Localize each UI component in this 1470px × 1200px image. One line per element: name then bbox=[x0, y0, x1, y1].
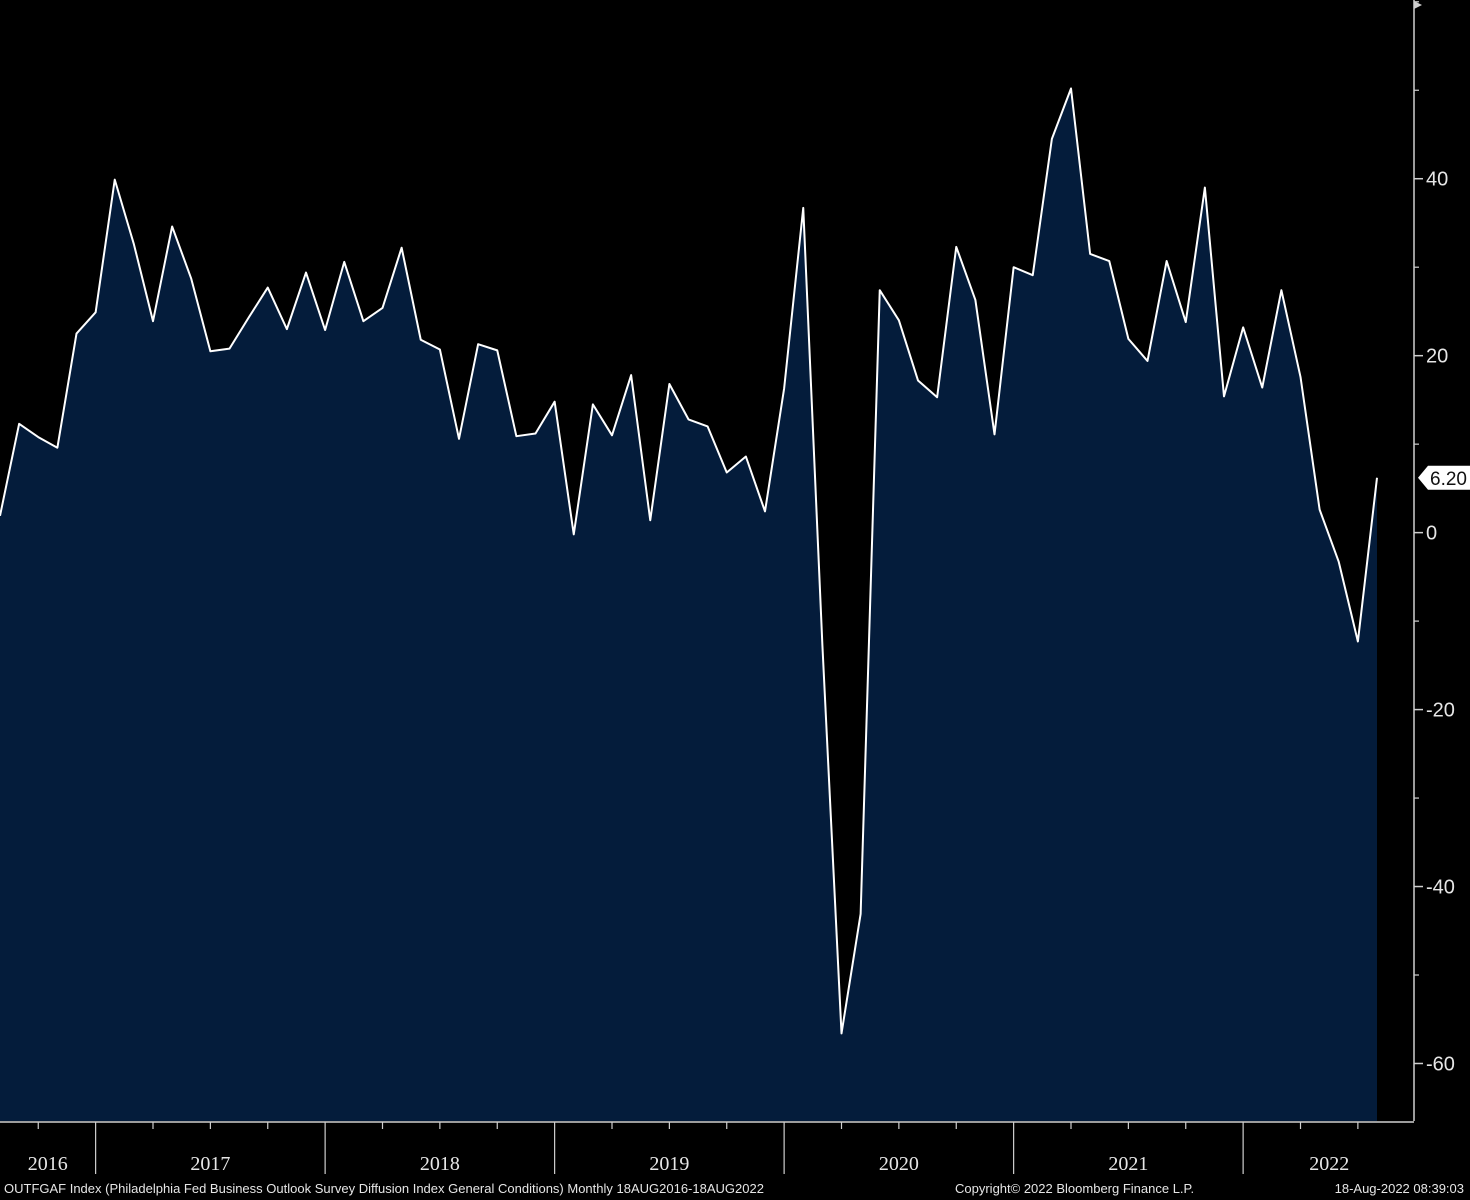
plot-area bbox=[0, 87, 1378, 1122]
data-point bbox=[1357, 640, 1359, 642]
data-point bbox=[1051, 138, 1053, 140]
data-point bbox=[209, 350, 211, 352]
data-point bbox=[1127, 338, 1129, 340]
data-point bbox=[860, 913, 862, 915]
data-point bbox=[1147, 360, 1149, 362]
data-point bbox=[1319, 509, 1321, 511]
series-area bbox=[0, 88, 1377, 1122]
y-tick-label: -20 bbox=[1426, 700, 1455, 722]
data-point bbox=[879, 289, 881, 291]
last-value-label: 6.20 bbox=[1430, 469, 1467, 490]
data-point bbox=[305, 272, 307, 274]
data-point bbox=[1376, 477, 1378, 479]
y-tick-label: 20 bbox=[1426, 346, 1448, 368]
data-point bbox=[1338, 561, 1340, 563]
x-tick-label: 2017 bbox=[190, 1153, 230, 1175]
x-tick-label: 2022 bbox=[1309, 1153, 1349, 1175]
data-point bbox=[688, 418, 690, 420]
data-point bbox=[496, 349, 498, 351]
last-value-marker: 6.20 bbox=[1418, 465, 1470, 490]
x-tick-label: 2018 bbox=[420, 1153, 460, 1175]
data-point bbox=[114, 179, 116, 181]
data-point bbox=[286, 328, 288, 330]
last-value-tag bbox=[1418, 465, 1470, 490]
data-point bbox=[171, 226, 173, 228]
data-point bbox=[535, 433, 537, 435]
data-point bbox=[362, 320, 364, 322]
y-axis: 40 20 0 -20 -40 -60 bbox=[1413, 0, 1455, 1121]
data-point bbox=[1185, 321, 1187, 323]
data-point bbox=[955, 246, 957, 248]
data-point bbox=[917, 379, 919, 381]
data-point bbox=[707, 425, 709, 427]
data-point bbox=[611, 434, 613, 436]
x-tick-label: 2021 bbox=[1108, 1153, 1148, 1175]
data-point bbox=[458, 438, 460, 440]
data-point bbox=[783, 387, 785, 389]
data-point bbox=[382, 307, 384, 309]
footer: OUTFGAF Index (Philadelphia Fed Business… bbox=[0, 1180, 1470, 1200]
y-tick-label: -40 bbox=[1426, 877, 1455, 899]
data-point bbox=[401, 247, 403, 249]
data-point bbox=[974, 299, 976, 301]
x-tick-label: 2020 bbox=[879, 1153, 919, 1175]
data-point bbox=[229, 348, 231, 350]
data-point bbox=[515, 435, 517, 437]
data-point bbox=[1204, 187, 1206, 189]
x-tick-label: 2019 bbox=[649, 1153, 689, 1175]
data-point bbox=[592, 403, 594, 405]
data-point bbox=[267, 287, 269, 289]
data-point bbox=[1032, 274, 1034, 276]
data-point bbox=[1261, 387, 1263, 389]
data-point bbox=[936, 396, 938, 398]
data-point bbox=[37, 436, 39, 438]
data-point bbox=[898, 319, 900, 321]
data-point bbox=[649, 519, 651, 521]
data-point bbox=[343, 261, 345, 263]
data-point bbox=[821, 644, 823, 646]
data-point bbox=[994, 433, 996, 435]
data-point bbox=[573, 533, 575, 535]
data-point bbox=[76, 333, 78, 335]
x-tick-label: 2016 bbox=[28, 1153, 68, 1175]
data-point bbox=[18, 423, 20, 425]
y-tick-label: -60 bbox=[1426, 1053, 1455, 1075]
data-point bbox=[133, 243, 135, 245]
data-point bbox=[745, 456, 747, 458]
data-point bbox=[190, 278, 192, 280]
footer-description: OUTFGAF Index (Philadelphia Fed Business… bbox=[4, 1181, 764, 1196]
data-point bbox=[726, 471, 728, 473]
data-point bbox=[764, 510, 766, 512]
data-point bbox=[1280, 289, 1282, 291]
data-point bbox=[554, 401, 556, 403]
y-tick-label: 0 bbox=[1426, 523, 1437, 545]
data-point bbox=[1070, 87, 1072, 89]
data-point bbox=[1242, 326, 1244, 328]
data-point bbox=[668, 383, 670, 385]
data-point bbox=[56, 447, 58, 449]
footer-copyright: Copyright© 2022 Bloomberg Finance L.P. bbox=[955, 1181, 1195, 1196]
series-line bbox=[0, 87, 1378, 1035]
data-point bbox=[420, 339, 422, 341]
data-point bbox=[324, 329, 326, 331]
data-point bbox=[630, 374, 632, 376]
x-axis: 2016 2017 2018 2019 2020 2021 2022 bbox=[0, 1121, 1414, 1175]
data-point bbox=[439, 348, 441, 350]
data-point bbox=[1013, 266, 1015, 268]
data-point bbox=[1166, 260, 1168, 262]
y-tick-label: 40 bbox=[1426, 169, 1448, 191]
data-point bbox=[248, 317, 250, 319]
data-point bbox=[802, 207, 804, 209]
data-point bbox=[1108, 260, 1110, 262]
data-point bbox=[95, 311, 97, 313]
data-point bbox=[1300, 376, 1302, 378]
data-point bbox=[477, 343, 479, 345]
data-point bbox=[1223, 395, 1225, 397]
data-point bbox=[841, 1032, 843, 1034]
footer-timestamp: 18-Aug-2022 08:39:03 bbox=[1334, 1181, 1464, 1196]
data-point bbox=[1089, 253, 1091, 255]
y-axis-arrow bbox=[1414, 1, 1422, 9]
data-point bbox=[152, 320, 154, 322]
